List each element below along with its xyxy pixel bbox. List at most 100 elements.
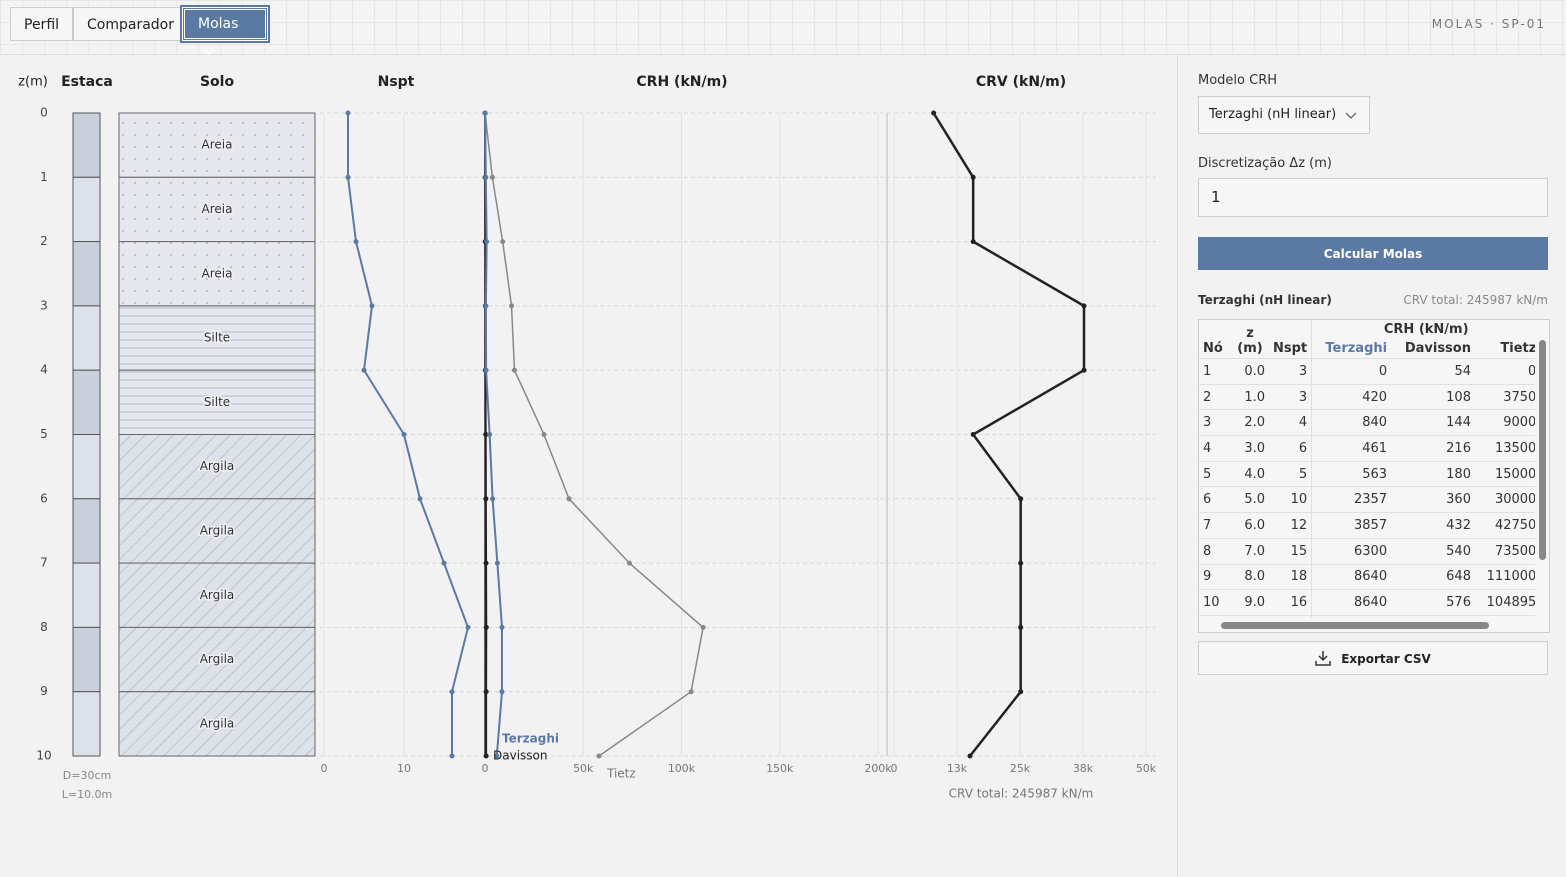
data-point (483, 496, 489, 502)
label: Modelo CRH (1198, 73, 1278, 88)
series-label: Davisson (493, 749, 547, 763)
cell: 420 (1311, 383, 1392, 410)
soil-label: Areia (202, 202, 233, 216)
cell: 3857 (1311, 512, 1392, 539)
cell: 563 (1311, 460, 1392, 487)
x-tick-label: 0 (891, 762, 898, 775)
table-row: 54.055631801500037699 (1199, 460, 1549, 487)
cell: 15 (1269, 537, 1312, 564)
data-point (489, 174, 495, 180)
cell: 15000 (1474, 460, 1541, 487)
cell: 3 (1269, 383, 1312, 410)
data-point (566, 496, 572, 502)
data-point (483, 624, 489, 630)
scroll-thumb[interactable] (1539, 340, 1546, 560)
data-point (490, 496, 496, 502)
cell: 5 (1199, 460, 1231, 487)
data-point (499, 624, 505, 630)
cell: 540 (1391, 537, 1475, 564)
select-value: Terzaghi (nH linear) (1209, 107, 1337, 122)
header-row: Terzaghi Davisson Tietz (1199, 339, 1549, 359)
table-caption: Terzaghi (nH linear) (1198, 293, 1332, 307)
cell: 461 (1311, 435, 1392, 462)
soil-label: Areia (202, 138, 233, 152)
data-point (931, 110, 937, 116)
input[interactable]: 1 (1198, 178, 1548, 217)
pile-segment (72, 176, 101, 243)
x-tick-label: 50k (1136, 762, 1157, 775)
column-header: z (m) (1237, 326, 1263, 356)
data-point (511, 367, 517, 373)
cell: 13500 (1474, 435, 1541, 462)
pile-segment (72, 369, 101, 436)
tab[interactable]: Perfil (10, 7, 74, 41)
button[interactable]: Exportar CSV (1198, 641, 1548, 675)
select[interactable]: Terzaghi (nH linear) (1198, 96, 1370, 134)
cell: 104895 (1474, 589, 1541, 616)
y-tick-label: 9 (40, 684, 48, 698)
chart: z(m) 0 1 2 3 4 5 6 7 8 9 10 Estaca D=30cm L=10.0m Solo A… (18, 74, 1157, 801)
data-point (541, 432, 547, 437)
cell: 7 (1199, 512, 1231, 539)
soil-layer (118, 626, 316, 693)
data-point (483, 303, 489, 309)
cell: 4 (1199, 435, 1231, 462)
x-tick-label: 10 (397, 762, 411, 775)
cell: 8640 (1311, 589, 1392, 616)
data-point (1018, 624, 1024, 630)
data-point (353, 239, 359, 245)
column-title: Estaca (61, 74, 113, 90)
column-header: Tietz (1500, 341, 1537, 356)
header-code: MOLAS · SP-01 (1431, 17, 1546, 31)
cell: 9 (1199, 563, 1231, 590)
cell: 840 (1311, 409, 1392, 436)
x-tick-label: 38k (1073, 762, 1094, 775)
cell: 648 (1391, 563, 1475, 590)
pile-segment (72, 562, 101, 628)
data-point (483, 174, 489, 180)
soil-layer (118, 691, 316, 757)
pile-note: D=30cm (63, 769, 111, 782)
data-point (500, 239, 506, 245)
y-tick-label: 5 (40, 427, 48, 441)
crv-total: CRV total: 245987 kN/m (949, 787, 1094, 801)
cell: 12 (1269, 512, 1312, 539)
scrollbar-v[interactable] (1535, 320, 1549, 632)
table-row: 10.0305407854 (1199, 358, 1549, 385)
column-title: Solo (200, 74, 235, 90)
data-point (345, 110, 351, 116)
cell: 180 (1391, 460, 1475, 487)
tab-active[interactable]: Molas (180, 5, 270, 55)
pile-segment (72, 112, 101, 178)
table-row: 109.016864057610489525133 (1199, 589, 1549, 616)
cell: 360 (1391, 486, 1475, 513)
data-point (482, 110, 488, 116)
top-bar: Perfil Comparador Molas MOLAS · SP-01 (0, 0, 1566, 55)
cell: 9000 (1474, 409, 1541, 436)
y-tick-label: 7 (40, 556, 48, 570)
x-tick-label: 0 (321, 762, 328, 775)
soil-layer (118, 176, 316, 243)
cell: 108 (1391, 383, 1475, 410)
button[interactable]: Calcular Molas (1198, 237, 1548, 270)
table-body: 10.030540785421.0342010837501570832.0484… (1199, 358, 1549, 632)
table-row: 76.01238574324275025133 (1199, 512, 1549, 539)
cell: 3 (1269, 358, 1312, 385)
table-row: 43.064612161350037699 (1199, 435, 1549, 462)
data-point (688, 689, 694, 695)
scroll-thumb[interactable] (1221, 622, 1489, 629)
cell: 5.0 (1231, 486, 1269, 513)
column-header: Nspt (1273, 341, 1308, 356)
data-point (449, 753, 455, 759)
x-tick-label: 100k (668, 762, 696, 775)
scrollbar-h[interactable] (1199, 618, 1535, 632)
column-header: Nó (1203, 341, 1223, 356)
data-point (494, 560, 500, 566)
tab[interactable]: Comparador (73, 7, 188, 41)
cell: 0.0 (1231, 358, 1269, 385)
data-point (1018, 496, 1024, 502)
